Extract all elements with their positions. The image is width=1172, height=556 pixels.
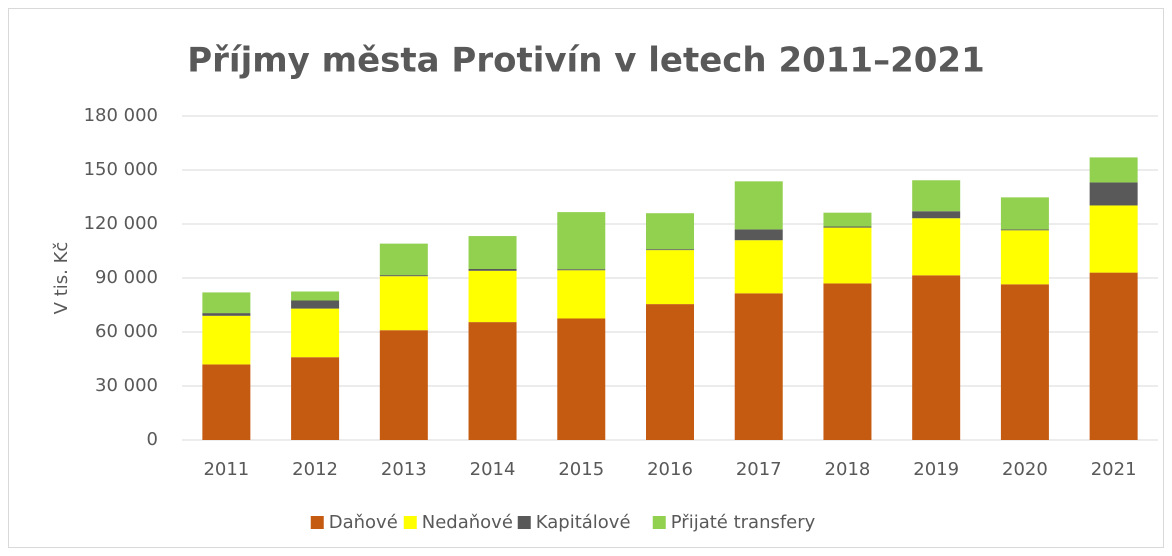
bar-segment (646, 250, 694, 305)
bar-segment (734, 181, 783, 230)
bar-segment (912, 180, 961, 212)
legend-swatch (517, 516, 531, 529)
bar-segment (379, 276, 428, 331)
bar-segment (823, 226, 872, 228)
x-tick-label: 2011 (203, 459, 249, 480)
bar-segment (468, 322, 517, 440)
bar-segment (912, 218, 961, 276)
bar-segment (291, 308, 340, 358)
bar-segment (1000, 230, 1049, 285)
bar-segment (823, 212, 872, 227)
bar-segment (557, 318, 606, 440)
x-tick-label: 2013 (381, 459, 427, 480)
y-axis-label: V tis. Kč (51, 242, 72, 315)
bar-segment (291, 300, 340, 309)
bar-segment (557, 270, 606, 319)
x-tick-label: 2012 (292, 459, 338, 480)
bar-segment (557, 269, 606, 271)
bar-segment (823, 283, 872, 440)
bar-segment (468, 269, 517, 271)
bar-segment (734, 293, 783, 440)
bar-segment (646, 304, 694, 440)
bar-segment (646, 213, 694, 250)
bar-segment (202, 364, 251, 440)
bar-segment (379, 275, 428, 277)
bar-segment (1000, 284, 1049, 440)
y-tick-label: 150 000 (84, 159, 158, 180)
bar-segment (823, 227, 872, 284)
bar-segment (468, 270, 517, 323)
bar-segment (912, 211, 961, 219)
chart-title: Příjmy města Protivín v letech 2011–2021 (187, 41, 984, 81)
bar-segment (202, 315, 251, 365)
legend-swatch (310, 516, 324, 529)
x-tick-label: 2019 (913, 459, 959, 480)
bar-segment (1089, 182, 1138, 206)
bar-segment (379, 243, 428, 276)
legend-label: Přijaté transfery (671, 512, 816, 533)
x-tick-label: 2015 (558, 459, 604, 480)
legend-label: Nedaňové (422, 512, 513, 533)
bar-segment (291, 357, 340, 440)
bar-segment (468, 236, 517, 269)
bar-segment (379, 330, 428, 440)
y-tick-label: 30 000 (95, 375, 158, 396)
legend-swatch (652, 516, 666, 529)
y-tick-label: 120 000 (84, 213, 158, 234)
bar-segment (1089, 272, 1138, 440)
x-tick-label: 2018 (825, 459, 871, 480)
legend-swatch (403, 516, 417, 529)
bar-segment (1089, 205, 1138, 273)
bar-segment (646, 249, 694, 251)
bar-segment (202, 292, 251, 314)
bar-segment (734, 240, 783, 294)
bar-segment (202, 313, 251, 316)
bar-segment (291, 291, 340, 301)
y-tick-label: 180 000 (84, 105, 158, 126)
legend-label: Kapitálové (536, 512, 631, 533)
x-tick-label: 2021 (1091, 459, 1137, 480)
bar-segment (912, 275, 961, 440)
bar-segment (1000, 197, 1049, 230)
x-tick-label: 2016 (647, 459, 693, 480)
y-tick-label: 0 (147, 429, 158, 450)
legend-label: Daňové (329, 512, 398, 533)
x-tick-label: 2014 (470, 459, 516, 480)
bar-segment (1000, 229, 1049, 231)
bar-segment (557, 212, 606, 270)
bar-segment (734, 229, 783, 241)
y-tick-label: 60 000 (95, 321, 158, 342)
x-tick-label: 2020 (1002, 459, 1048, 480)
bar-segment (1089, 157, 1138, 183)
y-tick-label: 90 000 (95, 267, 158, 288)
x-tick-label: 2017 (736, 459, 782, 480)
